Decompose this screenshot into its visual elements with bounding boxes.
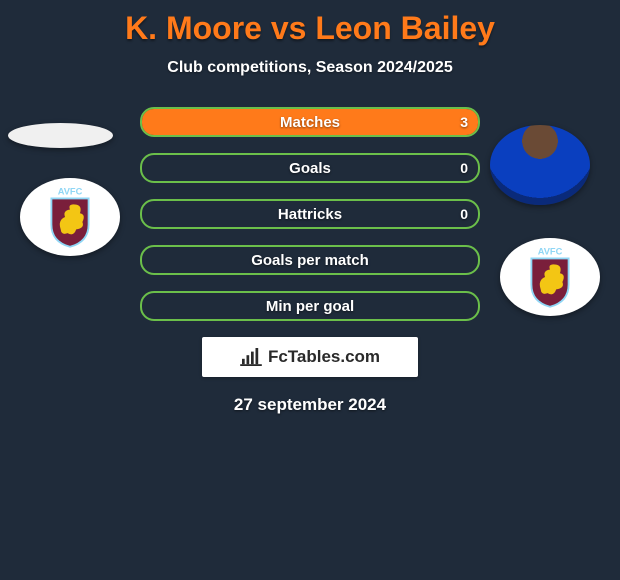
stat-value-right: 0 — [460, 206, 468, 222]
comparison-title: K. Moore vs Leon Bailey — [0, 0, 620, 47]
stat-label: Hattricks — [278, 206, 342, 223]
stat-label: Goals per match — [251, 252, 369, 269]
club-crest-icon: AVFC — [519, 246, 581, 308]
bar-chart-icon — [240, 348, 262, 366]
player-left-club-crest: AVFC — [20, 178, 120, 256]
snapshot-date: 27 september 2024 — [0, 395, 620, 415]
crest-text: AVFC — [538, 247, 563, 257]
stat-row: 0 Goals — [140, 153, 480, 183]
stat-row: 3 Matches — [140, 107, 480, 137]
stat-value-right: 3 — [460, 114, 468, 130]
stat-value-right: 0 — [460, 160, 468, 176]
attribution-text: FcTables.com — [268, 347, 380, 367]
stat-row: Min per goal — [140, 291, 480, 321]
player-right-avatar — [490, 125, 590, 205]
stat-row: Goals per match — [140, 245, 480, 275]
stat-label: Matches — [280, 114, 340, 131]
player-right-club-crest: AVFC — [500, 238, 600, 316]
attribution-badge: FcTables.com — [202, 337, 418, 377]
comparison-subtitle: Club competitions, Season 2024/2025 — [0, 59, 620, 77]
player-left-avatar — [8, 123, 113, 148]
comparison-bars: 3 Matches 0 Goals 0 Hattricks Goals per match M… — [140, 107, 480, 321]
stat-row: 0 Hattricks — [140, 199, 480, 229]
stat-label: Goals — [289, 160, 331, 177]
club-crest-icon: AVFC — [39, 186, 101, 248]
crest-text: AVFC — [58, 187, 83, 197]
stat-label: Min per goal — [266, 298, 354, 315]
